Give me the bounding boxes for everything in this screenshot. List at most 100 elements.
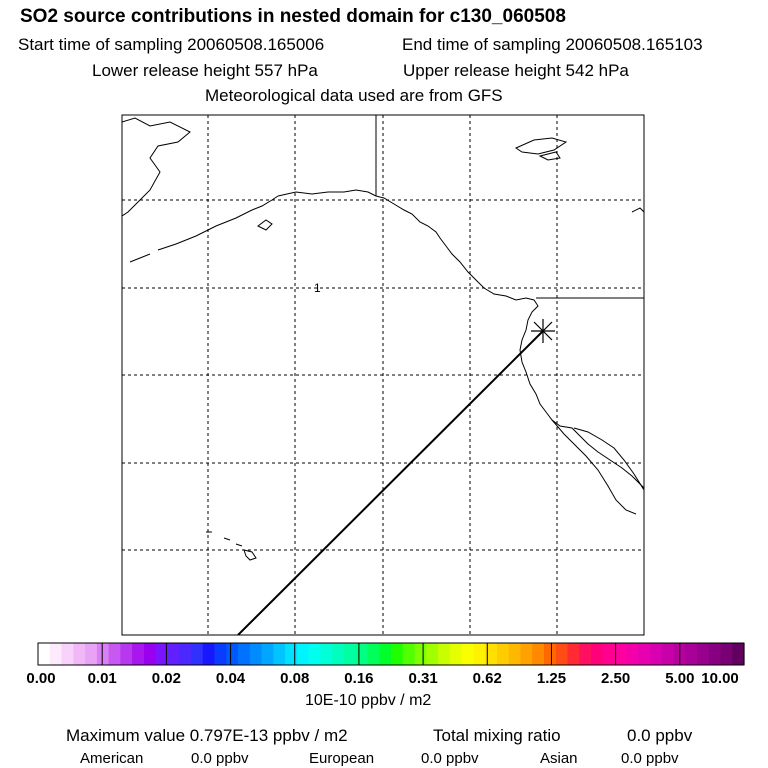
colorbar-cell <box>685 643 698 665</box>
colorbar-cell <box>614 643 627 665</box>
arctic-island-coast <box>631 207 644 213</box>
colorbar-cell <box>626 643 639 665</box>
colorbar-cell <box>320 643 333 665</box>
receptor-marker <box>531 319 555 343</box>
colorbar-cell <box>426 643 439 665</box>
colorbar-cell <box>402 643 416 665</box>
colorbar-cell <box>155 643 169 665</box>
lower-release-label: Lower release height 557 hPa <box>92 61 318 80</box>
colorbar-cell <box>120 643 133 665</box>
colorbar-cell <box>732 643 745 665</box>
mainland-mexico-coast <box>573 427 644 491</box>
colorbar-cell <box>720 643 733 665</box>
end-time-label: End time of sampling 20060508.165103 <box>402 35 703 54</box>
colorbar-cell <box>49 643 63 665</box>
colorbar-cell <box>391 643 404 665</box>
colorbar-tick-label: 0.01 <box>87 670 117 687</box>
american-value: 0.0 ppbv <box>191 750 249 767</box>
colorbar-cell <box>485 643 498 665</box>
colorbar-dividers <box>101 643 681 665</box>
colorbar-cell <box>343 643 357 665</box>
colorbar-cell <box>414 643 427 665</box>
colorbar-cell <box>708 643 722 665</box>
colorbar-units: 10E-10 ppbv / m2 <box>305 692 432 709</box>
colorbar-tick-label: 0.00 <box>26 670 56 687</box>
colorbar-cell <box>543 643 557 665</box>
colorbar-cells <box>38 643 745 665</box>
colorbar-cell <box>226 643 239 665</box>
colorbar-cell <box>473 643 486 665</box>
colorbar-cell <box>214 643 227 665</box>
colorbar-cell <box>249 643 263 665</box>
colorbar-cell <box>449 643 463 665</box>
colorbar-cell <box>308 643 321 665</box>
colorbar-tick-label: 0.16 <box>344 670 374 687</box>
upper-release-label: Upper release height 542 hPa <box>403 61 629 80</box>
colorbar-cell <box>508 643 522 665</box>
american-label: American <box>80 750 144 767</box>
colorbar-cell <box>332 643 345 665</box>
colorbar-cell <box>461 643 474 665</box>
colorbar-cell <box>591 643 604 665</box>
colorbar-tick-label: 10.00 <box>701 670 739 687</box>
colorbar-frame <box>37 642 745 666</box>
gulf-of-alaska-coast <box>277 189 644 489</box>
colorbar-tick-label: 0.31 <box>408 670 438 687</box>
asian-value: 0.0 ppbv <box>621 750 679 767</box>
colorbar-cell <box>261 643 274 665</box>
colorbar-cell <box>132 643 145 665</box>
map-frame <box>121 114 645 636</box>
colorbar-cell <box>555 643 569 665</box>
total-mixing-label: Total mixing ratio <box>433 726 561 745</box>
arctic-island-coast <box>514 137 568 155</box>
asian-label: Asian <box>540 750 578 767</box>
colorbar-cell <box>96 643 110 665</box>
colorbar-tick-label: 1.25 <box>536 670 567 687</box>
colorbar-cell <box>296 643 310 665</box>
colorbar-cell <box>73 643 86 665</box>
colorbar-cell <box>273 643 286 665</box>
colorbar-tick-label: 0.08 <box>280 670 310 687</box>
colorbar-cell <box>61 643 74 665</box>
graticule <box>122 115 644 635</box>
colorbar-cell <box>638 643 651 665</box>
colorbar-cell <box>179 643 192 665</box>
colorbar-cell <box>567 643 580 665</box>
european-label: European <box>309 750 375 767</box>
colorbar-tick-label: 0.62 <box>472 670 502 687</box>
alaska-coastline <box>122 117 191 217</box>
colorbar-cell <box>285 643 298 665</box>
colorbar-cell <box>696 643 710 665</box>
trajectory-line <box>237 330 544 635</box>
colorbar-cell <box>367 643 380 665</box>
hawaii-islands <box>206 531 257 561</box>
max-value-label: Maximum value 0.797E-13 ppbv / m2 <box>66 726 348 745</box>
total-mixing-value: 0.0 ppbv <box>627 726 693 745</box>
baja-coast <box>551 419 637 515</box>
colorbar-tick-label: 0.02 <box>151 670 181 687</box>
chart-title: SO2 source contributions in nested domai… <box>20 6 566 27</box>
colorbar-cell <box>438 643 451 665</box>
colorbar-cell <box>202 643 216 665</box>
colorbar-cell <box>379 643 392 665</box>
arctic-island-coast <box>538 151 561 161</box>
coastlines <box>122 115 644 561</box>
start-time-label: Start time of sampling 20060508.165006 <box>18 35 325 54</box>
colorbar-cell <box>602 643 616 665</box>
colorbar-cell <box>38 643 51 665</box>
colorbar-tick-label: 0.04 <box>215 670 246 687</box>
contour-label: 1 <box>314 281 321 295</box>
colorbar-cell <box>532 643 545 665</box>
colorbar-tick-label: 5.00 <box>665 670 695 687</box>
kodiak-island-coast <box>257 219 273 231</box>
colorbar-cell <box>238 643 251 665</box>
alaska-peninsula-coast <box>129 195 279 263</box>
colorbar-cell <box>649 643 663 665</box>
colorbar-cell <box>167 643 180 665</box>
colorbar-cell <box>190 643 204 665</box>
colorbar-cell <box>143 643 157 665</box>
colorbar-cell <box>661 643 674 665</box>
colorbar-cell <box>496 643 510 665</box>
